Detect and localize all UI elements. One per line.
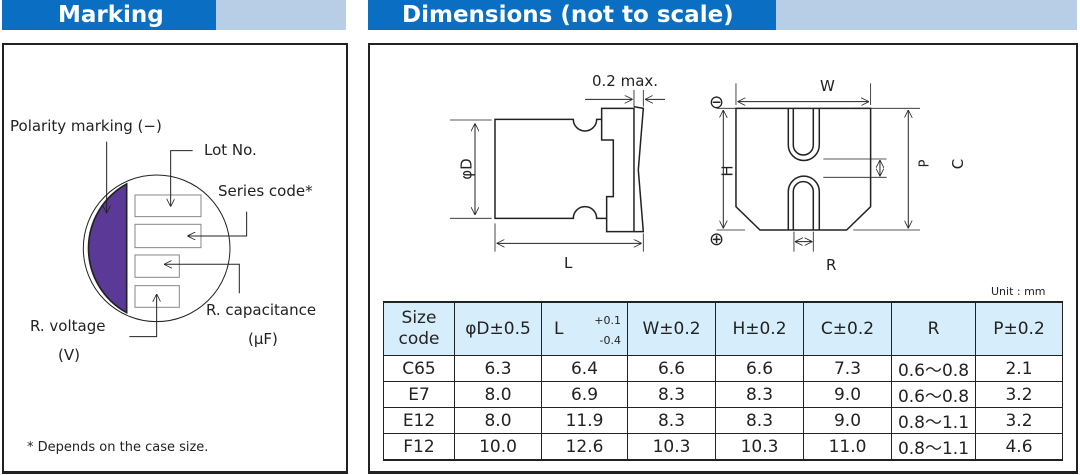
- header-L: L +0.1 -0.4: [541, 301, 628, 356]
- label-H: H: [718, 165, 737, 177]
- cell: 3.2: [975, 381, 1063, 408]
- marking-header: Marking: [2, 0, 346, 30]
- cell: 10.3: [627, 433, 716, 461]
- header-R: R: [891, 301, 976, 356]
- capacitor-top-view: [82, 141, 248, 338]
- table-row: E12 8.0 11.9 8.3 8.3 9.0 0.8～1.1 3.2: [383, 407, 1063, 434]
- label-voltage-unit: (V): [58, 346, 80, 364]
- table-row: E7 8.0 6.9 8.3 8.3 9.0 0.6～0.8 3.2: [383, 381, 1063, 408]
- label-lot-no: Lot No.: [204, 141, 257, 159]
- cell: 7.3: [803, 355, 892, 382]
- header-C: C±0.2: [803, 301, 892, 356]
- minus-terminal-icon: ⊖: [709, 92, 725, 113]
- label-polarity: Polarity marking (−): [10, 117, 162, 135]
- cell: C65: [383, 355, 455, 382]
- cell: 9.0: [803, 381, 892, 408]
- side-view: [449, 89, 665, 252]
- cell: 9.0: [803, 407, 892, 434]
- cell: 8.3: [627, 407, 716, 434]
- header-phiD: φD±0.5: [454, 301, 542, 356]
- front-view: [716, 83, 920, 252]
- cell: 12.6: [541, 433, 628, 461]
- cell: 0.6～0.8: [891, 381, 976, 408]
- dimensions-title: Dimensions (not to scale): [402, 2, 734, 28]
- label-voltage: R. voltage: [30, 317, 106, 335]
- cell: 0.8～1.1: [891, 407, 976, 434]
- cell: 11.0: [803, 433, 892, 461]
- marking-panel: [2, 43, 348, 474]
- label-P: P: [917, 159, 933, 168]
- cell: 4.6: [975, 433, 1063, 461]
- plus-terminal-icon: ⊕: [709, 229, 725, 250]
- header-size-code: Size code: [383, 301, 455, 356]
- marking-title: Marking: [58, 2, 164, 28]
- table-row: F12 10.0 12.6 10.3 10.3 11.0 0.8～1.1 4.6: [383, 433, 1063, 461]
- dimensions-panel: [368, 43, 1078, 474]
- cell: 10.3: [715, 433, 804, 461]
- unit-label: Unit : mm: [991, 285, 1046, 298]
- cell: 6.6: [627, 355, 716, 382]
- header-H: H±0.2: [715, 301, 804, 356]
- cell: 0.8～1.1: [891, 433, 976, 461]
- label-max: 0.2 max.: [592, 72, 659, 90]
- label-C: C: [949, 158, 968, 170]
- cell: 0.6～0.8: [891, 355, 976, 382]
- table-header-row: Size code φD±0.5 L +0.1 -0.4 W±0.2 H±0.2 C±…: [383, 301, 1063, 356]
- cell: 10.0: [454, 433, 542, 461]
- cell: 11.9: [541, 407, 628, 434]
- cell: 6.6: [715, 355, 804, 382]
- cell: 8.3: [627, 381, 716, 408]
- cell: 8.0: [454, 381, 542, 408]
- cell: 6.9: [541, 381, 628, 408]
- cell: 3.2: [975, 407, 1063, 434]
- cell: 2.1: [975, 355, 1063, 382]
- cell: E12: [383, 407, 455, 434]
- header-P: P±0.2: [975, 301, 1063, 356]
- label-R: R: [826, 256, 837, 274]
- dimensions-table: Size code φD±0.5 L +0.1 -0.4 W±0.2 H±0.2 C±…: [383, 301, 1063, 461]
- label-phiD: φD: [457, 158, 476, 180]
- table-row: C65 6.3 6.4 6.6 6.6 7.3 0.6～0.8 2.1: [383, 355, 1063, 382]
- label-W: W: [820, 77, 835, 95]
- footnote: * Depends on the case size.: [27, 440, 209, 455]
- cell: 8.3: [715, 381, 804, 408]
- label-L: L: [564, 254, 573, 272]
- label-series-code: Series code*: [218, 182, 313, 200]
- dimensions-header: Dimensions (not to scale): [368, 0, 1077, 30]
- cell: 6.4: [541, 355, 628, 382]
- label-capacitance: R. capacitance: [206, 301, 317, 319]
- cell: 8.3: [715, 407, 804, 434]
- cell: F12: [383, 433, 455, 461]
- cell: E7: [383, 381, 455, 408]
- header-W: W±0.2: [627, 301, 716, 356]
- label-capacitance-unit: (μF): [248, 330, 278, 348]
- cell: 8.0: [454, 407, 542, 434]
- cell: 6.3: [454, 355, 542, 382]
